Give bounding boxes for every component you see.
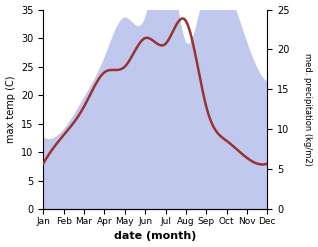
X-axis label: date (month): date (month): [114, 231, 197, 242]
Y-axis label: med. precipitation (kg/m2): med. precipitation (kg/m2): [303, 53, 313, 166]
Y-axis label: max temp (C): max temp (C): [5, 76, 16, 143]
